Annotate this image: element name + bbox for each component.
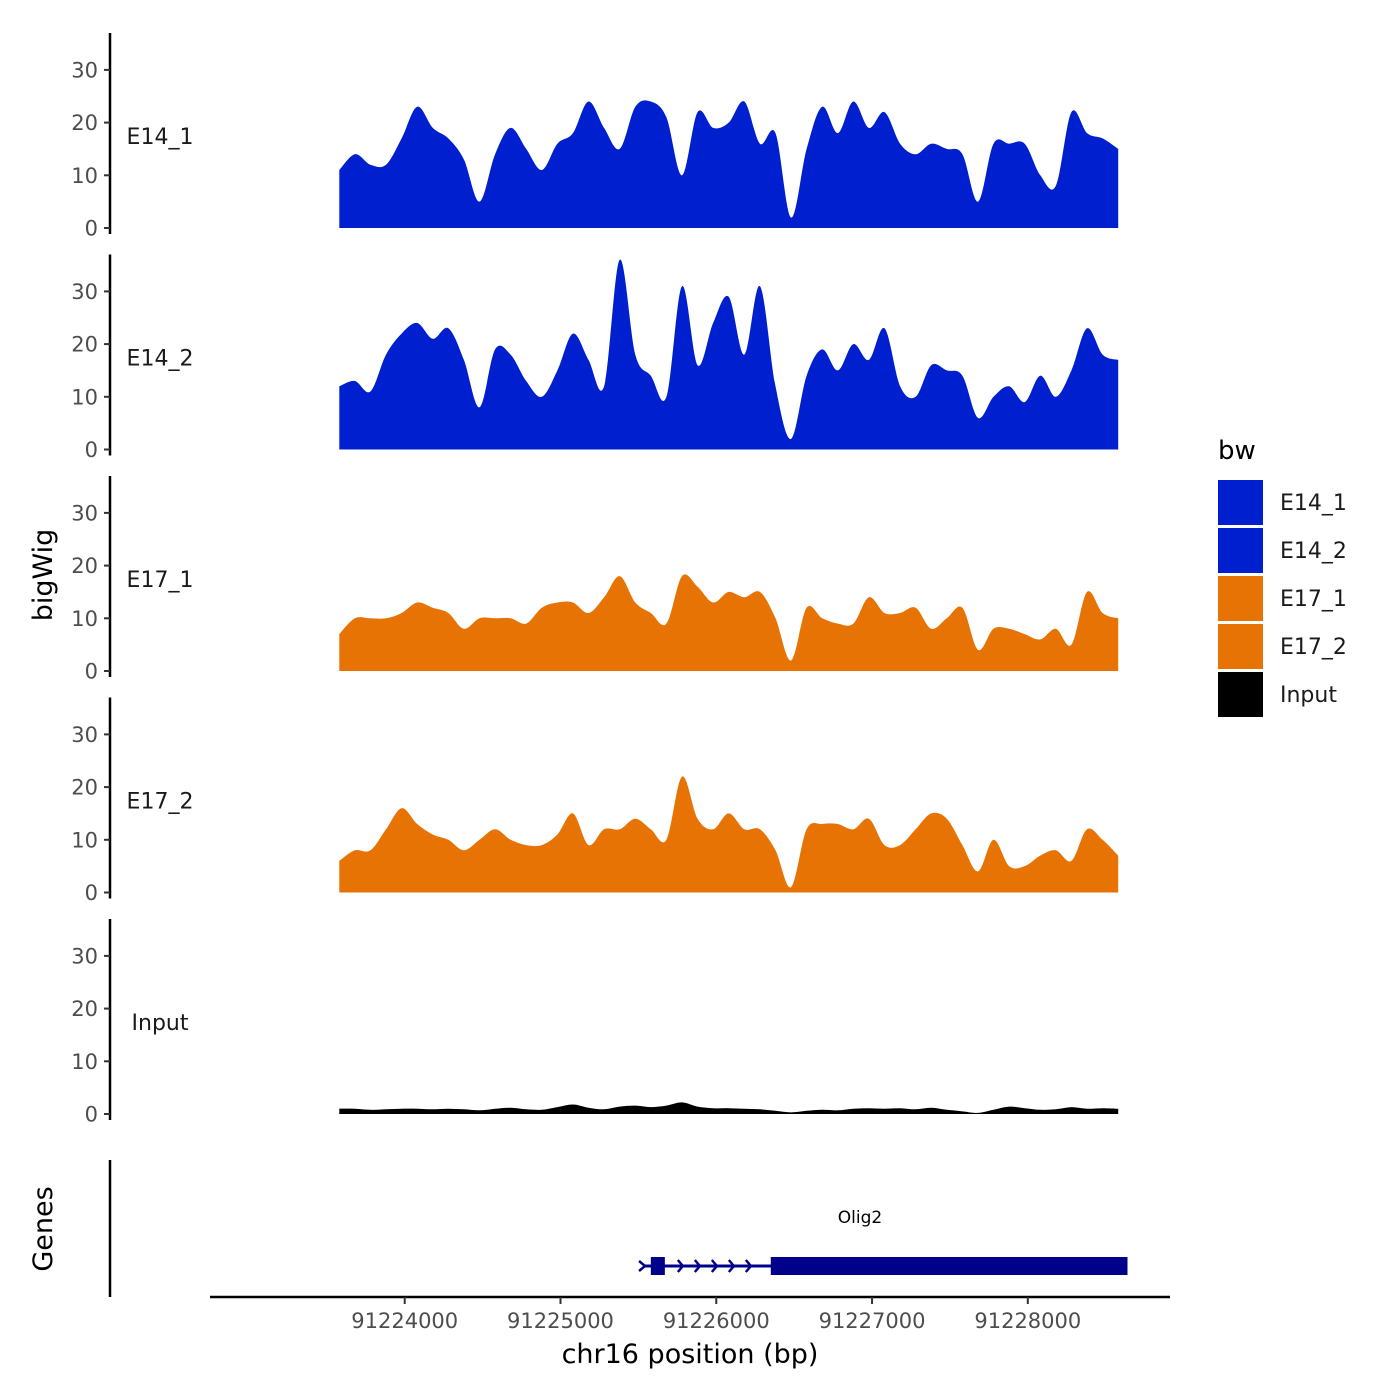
- x-tick-label: 91226000: [663, 1309, 770, 1333]
- y-tick-label: 10: [71, 385, 98, 409]
- x-tick-label: 91227000: [819, 1309, 926, 1333]
- legend-swatch: [1218, 528, 1263, 573]
- legend-item-e17-1: E17_1: [1218, 576, 1347, 621]
- y-tick-label: 10: [71, 828, 98, 852]
- x-tick-label: 91224000: [351, 1309, 458, 1333]
- x-axis: 91224000 91225000 91226000 91227000 91228000: [210, 1295, 1170, 1333]
- legend-label: E14_1: [1280, 491, 1347, 516]
- track-e17-1: 0 10 20 30 E17_1: [71, 476, 1119, 684]
- area-e17-1: [339, 574, 1119, 671]
- strand-arrow: [638, 1260, 647, 1272]
- track-label-input: Input: [132, 1011, 189, 1036]
- strand-arrow: [676, 1259, 685, 1273]
- track-label-e14-2: E14_2: [127, 347, 194, 372]
- gene-olig2: Olig2: [638, 1208, 1128, 1275]
- x-tick-label: 91225000: [507, 1309, 614, 1333]
- area-e17-2: [339, 776, 1119, 893]
- strand-arrow: [710, 1259, 719, 1273]
- track-e17-2: 0 10 20 30 E17_2: [71, 697, 1119, 905]
- x-tick-label: 91228000: [974, 1309, 1081, 1333]
- gene-label-olig2: Olig2: [838, 1208, 882, 1228]
- y-tick-label: 10: [71, 607, 98, 631]
- legend-label: E17_1: [1280, 587, 1347, 612]
- y-tick-label: 0: [85, 217, 98, 241]
- strand-arrow: [693, 1259, 702, 1273]
- y-tick-label: 20: [71, 554, 98, 578]
- track-input: 0 10 20 30 Input: [71, 919, 1119, 1127]
- legend-swatch: [1218, 480, 1263, 525]
- y-tick-label: 0: [85, 1103, 98, 1127]
- legend-label: E14_2: [1280, 539, 1347, 564]
- genes-track: Genes Olig2: [28, 1160, 1128, 1297]
- y-tick-label: 0: [85, 438, 98, 462]
- gene-exon: [650, 1257, 665, 1275]
- y-tick-label: 20: [71, 776, 98, 800]
- track-e14-2: 0 10 20 30 E14_2: [71, 254, 1119, 462]
- y-tick-label: 30: [71, 723, 98, 747]
- area-e14-2: [339, 259, 1119, 450]
- strand-arrow: [727, 1259, 736, 1273]
- y-axis-title: bigWig: [28, 529, 59, 622]
- y-tick-label: 30: [71, 944, 98, 968]
- y-tick-label: 10: [71, 1050, 98, 1074]
- y-tick-label: 20: [71, 997, 98, 1021]
- legend-title: bw: [1218, 436, 1256, 466]
- y-tick-label: 30: [71, 280, 98, 304]
- legend-item-e17-2: E17_2: [1218, 624, 1347, 669]
- y-tick-label: 10: [71, 164, 98, 188]
- y-tick-label: 30: [71, 58, 98, 82]
- legend-item-e14-2: E14_2: [1218, 528, 1347, 573]
- bigwig-tracks: 0 10 20 30 E14_1 0 10 20 30 E14_2 0 10 20 30 E17_1 0 10 2…: [71, 33, 1119, 1127]
- legend-swatch: [1218, 624, 1263, 669]
- area-e14-1: [339, 100, 1119, 228]
- legend-item-input: Input: [1218, 672, 1337, 717]
- y-tick-label: 20: [71, 111, 98, 135]
- legend: bw E14_1 E14_2 E17_1 E17_2 Input: [1218, 436, 1347, 717]
- legend-label: E17_2: [1280, 635, 1347, 660]
- legend-item-e14-1: E14_1: [1218, 480, 1347, 525]
- y-tick-label: 30: [71, 501, 98, 525]
- gene-exon: [770, 1257, 1128, 1275]
- legend-swatch: [1218, 672, 1263, 717]
- track-label-e14-1: E14_1: [127, 125, 194, 150]
- y-tick-label: 0: [85, 881, 98, 905]
- legend-swatch: [1218, 576, 1263, 621]
- strand-arrow: [744, 1259, 753, 1273]
- track-e14-1: 0 10 20 30 E14_1: [71, 33, 1119, 241]
- track-label-e17-1: E17_1: [127, 568, 194, 593]
- genes-track-title: Genes: [28, 1186, 59, 1271]
- track-label-e17-2: E17_2: [127, 790, 194, 815]
- y-tick-label: 0: [85, 660, 98, 684]
- legend-label: Input: [1280, 683, 1337, 708]
- x-axis-title: chr16 position (bp): [562, 1339, 819, 1370]
- area-input: [339, 1102, 1119, 1114]
- y-tick-label: 20: [71, 333, 98, 357]
